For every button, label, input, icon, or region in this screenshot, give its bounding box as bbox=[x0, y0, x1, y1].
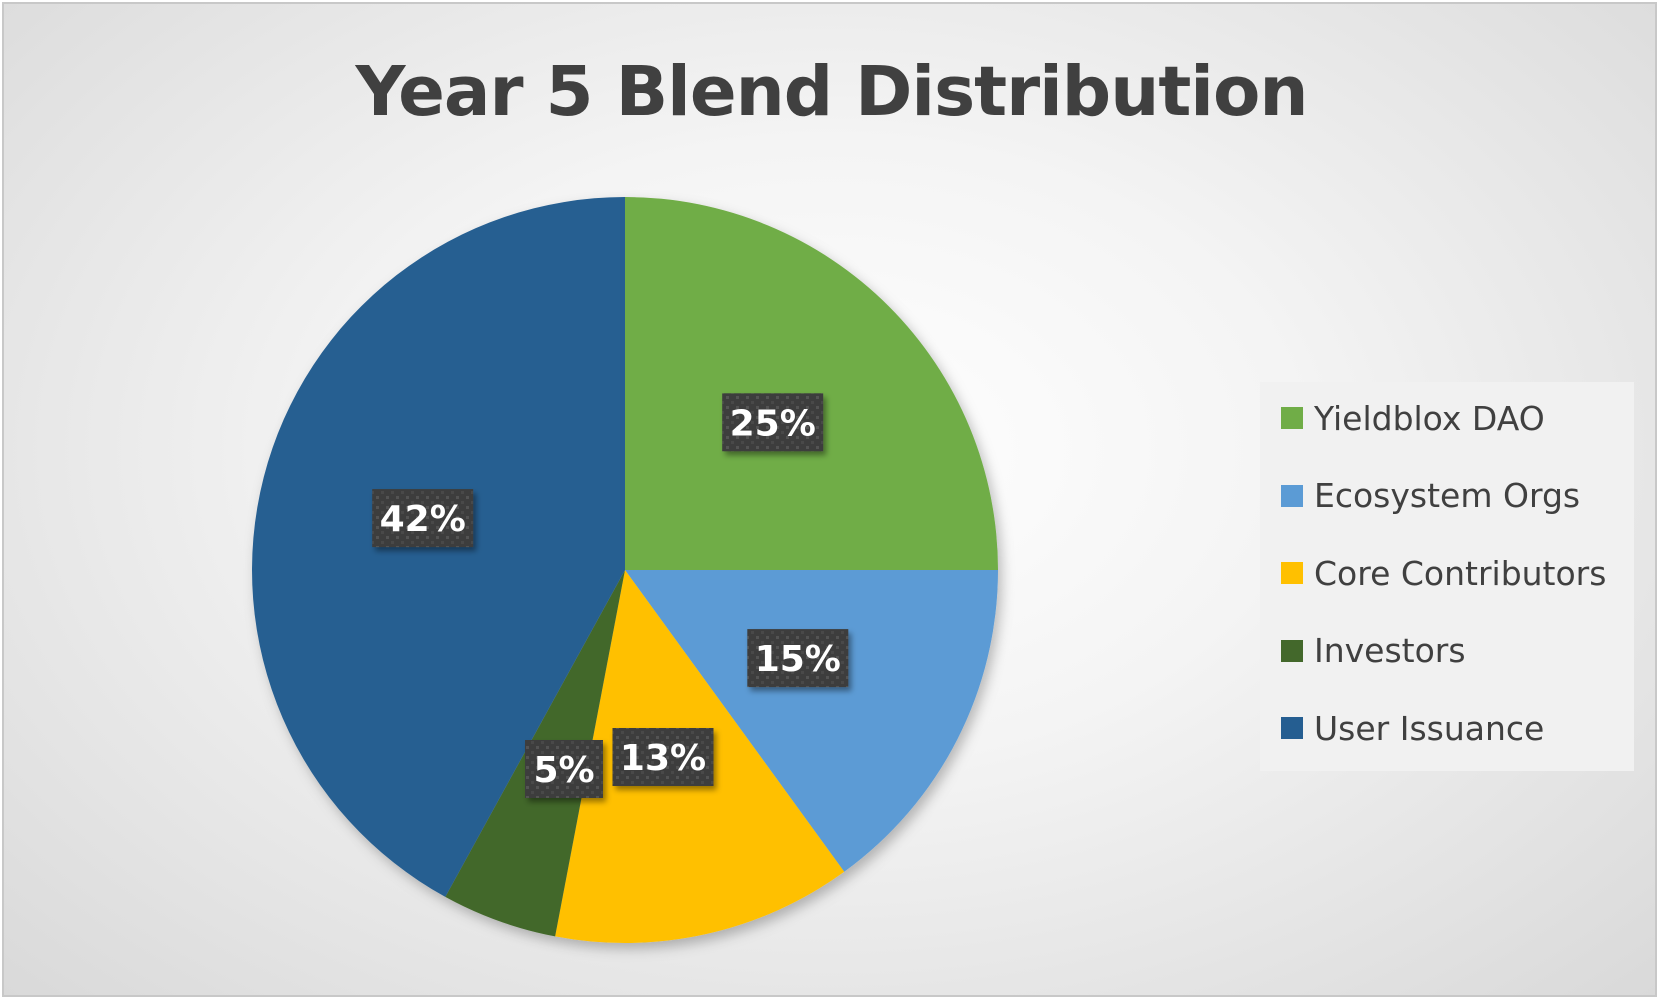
data-label-box bbox=[372, 489, 474, 548]
legend-item-yieldblox-dao: Yieldblox DAO bbox=[1281, 398, 1545, 438]
data-label-text: 5% bbox=[533, 750, 594, 791]
data-label-ecosystem-orgs: 15% bbox=[747, 629, 849, 688]
legend-item-core-contributors: Core Contributors bbox=[1281, 553, 1606, 593]
data-label-box bbox=[722, 393, 824, 452]
data-label-user-issuance: 42% bbox=[372, 489, 474, 548]
legend-label: Ecosystem Orgs bbox=[1314, 476, 1581, 515]
legend-swatch bbox=[1281, 717, 1303, 739]
data-label-core-contributors: 13% bbox=[612, 728, 714, 786]
legend-swatch bbox=[1281, 562, 1303, 584]
legend-item-user-issuance: User Issuance bbox=[1281, 708, 1544, 748]
data-label-box bbox=[612, 728, 714, 786]
data-label-text: 15% bbox=[755, 639, 841, 680]
chart-title: Year 5 Blend Distribution bbox=[355, 52, 1309, 132]
data-label-box bbox=[747, 629, 849, 688]
data-label-box bbox=[525, 740, 603, 798]
legend-label: Core Contributors bbox=[1314, 553, 1607, 593]
legend: Yieldblox DAO Ecosystem Orgs Core Contribu… bbox=[1260, 382, 1634, 771]
legend-label: Investors bbox=[1314, 631, 1466, 670]
legend-swatch bbox=[1281, 484, 1303, 507]
data-label-text: 25% bbox=[730, 403, 816, 444]
legend-label: Yieldblox DAO bbox=[1314, 398, 1545, 438]
legend-swatch bbox=[1281, 639, 1303, 662]
pie-slice-ecosystem-orgs bbox=[625, 570, 998, 872]
data-label-yieldblox-dao: 25% bbox=[722, 393, 824, 452]
data-label-investors: 5% bbox=[525, 740, 603, 798]
pie-slice-yieldblox-dao bbox=[625, 197, 998, 570]
pie-chart: 25% 15% 13% 5% 42% bbox=[252, 197, 998, 943]
data-label-text: 42% bbox=[380, 499, 466, 540]
legend-item-investors: Investors bbox=[1281, 631, 1466, 671]
legend-swatch bbox=[1281, 407, 1303, 429]
legend-label: User Issuance bbox=[1314, 708, 1545, 748]
legend-item-ecosystem-orgs: Ecosystem Orgs bbox=[1281, 476, 1580, 516]
data-label-text: 13% bbox=[620, 738, 706, 779]
